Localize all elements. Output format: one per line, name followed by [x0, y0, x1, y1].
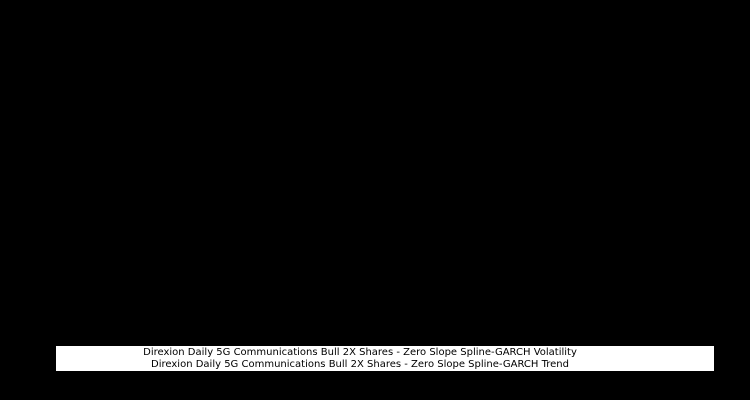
legend-item-volatility: Direxion Daily 5G Communications Bull 2X… [56, 347, 714, 359]
legend-label-volatility: Direxion Daily 5G Communications Bull 2X… [143, 346, 577, 358]
legend-line-sample-volatility [585, 352, 627, 354]
legend-label-trend: Direxion Daily 5G Communications Bull 2X… [151, 358, 569, 370]
legend-line-sample-trend [577, 364, 619, 366]
chart-legend: Direxion Daily 5G Communications Bull 2X… [56, 346, 714, 371]
legend-item-trend: Direxion Daily 5G Communications Bull 2X… [56, 359, 714, 371]
